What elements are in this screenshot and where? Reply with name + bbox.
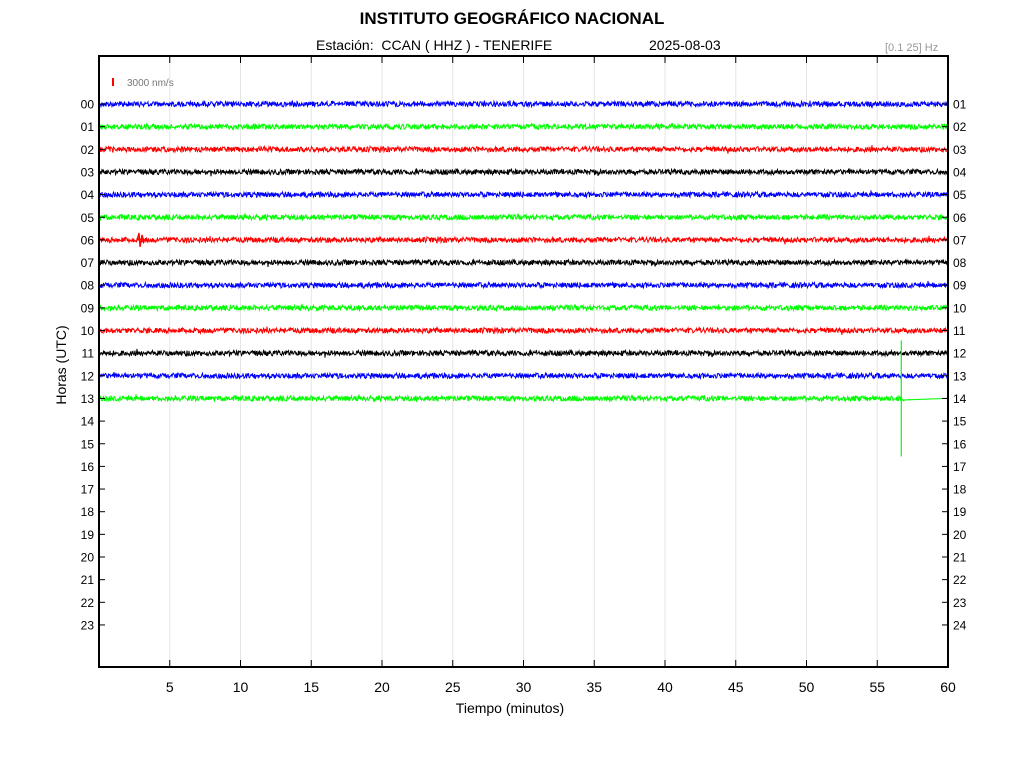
hour-label-right: 10 bbox=[953, 301, 967, 315]
x-tick-label: 35 bbox=[586, 679, 602, 695]
event-spike bbox=[136, 232, 145, 248]
x-tick-label: 25 bbox=[445, 679, 461, 695]
trace-hour-04 bbox=[99, 190, 949, 200]
hour-label-right: 02 bbox=[953, 120, 967, 134]
hour-label-left: 21 bbox=[81, 573, 95, 587]
hour-label-right: 03 bbox=[953, 143, 967, 157]
trace-hour-06 bbox=[99, 235, 949, 245]
hour-label-right: 05 bbox=[953, 188, 967, 202]
hour-label-left: 19 bbox=[81, 528, 95, 542]
trace-hour-05 bbox=[99, 212, 949, 222]
trace-hour-00 bbox=[99, 99, 949, 109]
x-axis-label: Tiempo (minutos) bbox=[455, 700, 565, 716]
trace-hour-13 bbox=[99, 394, 948, 403]
hour-label-left: 11 bbox=[82, 347, 95, 361]
hour-label-left: 07 bbox=[81, 256, 95, 270]
grid bbox=[169, 57, 878, 666]
hour-label-right: 17 bbox=[953, 460, 967, 474]
hour-label-left: 22 bbox=[81, 596, 95, 610]
hour-label-right: 14 bbox=[953, 392, 967, 406]
trace-hour-02 bbox=[99, 144, 949, 154]
x-tick-label: 45 bbox=[728, 679, 744, 695]
traces bbox=[99, 99, 949, 457]
hour-label-right: 24 bbox=[953, 618, 967, 632]
x-tick-label: 20 bbox=[374, 679, 390, 695]
x-tick-label: 5 bbox=[166, 679, 174, 695]
hour-label-left: 00 bbox=[81, 98, 95, 112]
hour-label-left: 13 bbox=[81, 392, 95, 406]
plot-frame bbox=[98, 55, 949, 668]
hour-label-right: 16 bbox=[953, 437, 967, 451]
hour-label-left: 02 bbox=[81, 143, 95, 157]
trace-hour-10 bbox=[99, 326, 949, 336]
chart-title: INSTITUTO GEOGRÁFICO NACIONAL bbox=[359, 9, 665, 28]
hour-label-left: 10 bbox=[81, 324, 95, 338]
hour-label-left: 06 bbox=[81, 233, 95, 247]
hour-label-left: 09 bbox=[81, 301, 95, 315]
hour-label-right: 06 bbox=[953, 211, 967, 225]
scale-bar-mark bbox=[112, 78, 114, 86]
hour-label-right: 07 bbox=[953, 233, 967, 247]
scale-bar-label: 3000 nm/s bbox=[127, 78, 174, 89]
x-tick-label: 55 bbox=[869, 679, 885, 695]
x-tick-label: 50 bbox=[799, 679, 815, 695]
station-label: Estación: CCAN ( HHZ ) - TENERIFE bbox=[316, 37, 553, 53]
hour-label-left: 17 bbox=[81, 483, 95, 497]
trace-hour-01 bbox=[99, 122, 949, 132]
hour-label-left: 05 bbox=[81, 211, 95, 225]
hour-label-left: 14 bbox=[81, 415, 95, 429]
x-tick-label: 10 bbox=[233, 679, 249, 695]
hour-label-right: 12 bbox=[953, 347, 967, 361]
hour-label-left: 03 bbox=[81, 165, 95, 179]
x-tick-label: 60 bbox=[940, 679, 956, 695]
scale-bar: 3000 nm/s bbox=[112, 78, 174, 89]
hour-label-right: 18 bbox=[953, 483, 967, 497]
trace-hour-08 bbox=[99, 280, 949, 290]
hour-label-right: 09 bbox=[953, 279, 967, 293]
trace-hour-07 bbox=[99, 258, 949, 268]
trace-hour-03 bbox=[99, 167, 949, 177]
event-spike-detail bbox=[897, 395, 905, 402]
trace-hour-12 bbox=[99, 371, 949, 381]
hour-label-right: 04 bbox=[953, 165, 967, 179]
hour-label-left: 20 bbox=[81, 551, 95, 565]
hour-label-right: 20 bbox=[953, 528, 967, 542]
hour-label-left: 08 bbox=[81, 279, 95, 293]
hour-label-left: 15 bbox=[81, 437, 95, 451]
hour-label-left: 01 bbox=[81, 120, 95, 134]
hour-label-right: 08 bbox=[953, 256, 967, 270]
trace-hour-11 bbox=[99, 348, 949, 358]
x-tick-label: 30 bbox=[516, 679, 532, 695]
hour-label-right: 22 bbox=[953, 573, 967, 587]
hour-label-left: 04 bbox=[81, 188, 95, 202]
hour-label-right: 13 bbox=[953, 369, 967, 383]
filter-label: [0.1 25] Hz bbox=[885, 42, 939, 54]
hour-label-left: 23 bbox=[81, 618, 95, 632]
x-tick-label: 15 bbox=[303, 679, 319, 695]
hour-label-left: 12 bbox=[81, 369, 95, 383]
hour-label-left: 16 bbox=[81, 460, 95, 474]
date-label: 2025-08-03 bbox=[649, 37, 721, 53]
hour-label-right: 15 bbox=[953, 415, 967, 429]
hour-label-right: 19 bbox=[953, 505, 967, 519]
x-tick-label: 40 bbox=[657, 679, 673, 695]
hour-label-right: 21 bbox=[953, 551, 967, 565]
hour-label-right: 23 bbox=[953, 596, 967, 610]
hour-label-right: 01 bbox=[953, 98, 967, 112]
hour-label-right: 11 bbox=[953, 324, 966, 338]
trace-hour-09 bbox=[99, 303, 949, 313]
hour-label-left: 18 bbox=[81, 505, 95, 519]
